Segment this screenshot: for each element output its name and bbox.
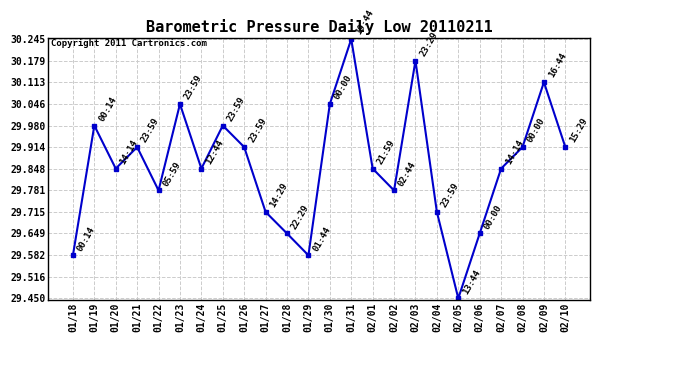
Text: 00:00: 00:00	[333, 74, 354, 101]
Text: 14:14: 14:14	[119, 138, 140, 166]
Text: 00:14: 00:14	[97, 95, 119, 123]
Text: 15:29: 15:29	[568, 117, 589, 144]
Title: Barometric Pressure Daily Low 20110211: Barometric Pressure Daily Low 20110211	[146, 19, 493, 35]
Text: 14:29: 14:29	[268, 182, 290, 209]
Text: 01:44: 01:44	[311, 225, 333, 252]
Text: 23:59: 23:59	[183, 74, 204, 101]
Text: 23:59: 23:59	[226, 95, 247, 123]
Text: 13:44: 13:44	[461, 268, 482, 296]
Text: 21:59: 21:59	[375, 138, 397, 166]
Text: 22:29: 22:29	[290, 203, 311, 231]
Text: 00:00: 00:00	[525, 117, 546, 144]
Text: 00:14: 00:14	[76, 225, 97, 252]
Text: 05:59: 05:59	[161, 160, 183, 188]
Text: 23:59: 23:59	[140, 117, 161, 144]
Text: 23:59: 23:59	[247, 117, 268, 144]
Text: 23:59: 23:59	[440, 182, 461, 209]
Text: 00:00: 00:00	[482, 203, 504, 231]
Text: 16:44: 16:44	[546, 52, 568, 80]
Text: 12:44: 12:44	[204, 138, 226, 166]
Text: Copyright 2011 Cartronics.com: Copyright 2011 Cartronics.com	[51, 39, 207, 48]
Text: 14:14: 14:14	[504, 138, 525, 166]
Text: 23:29: 23:29	[418, 30, 440, 58]
Text: 02:44: 02:44	[397, 160, 418, 188]
Text: 19:44: 19:44	[354, 9, 375, 36]
